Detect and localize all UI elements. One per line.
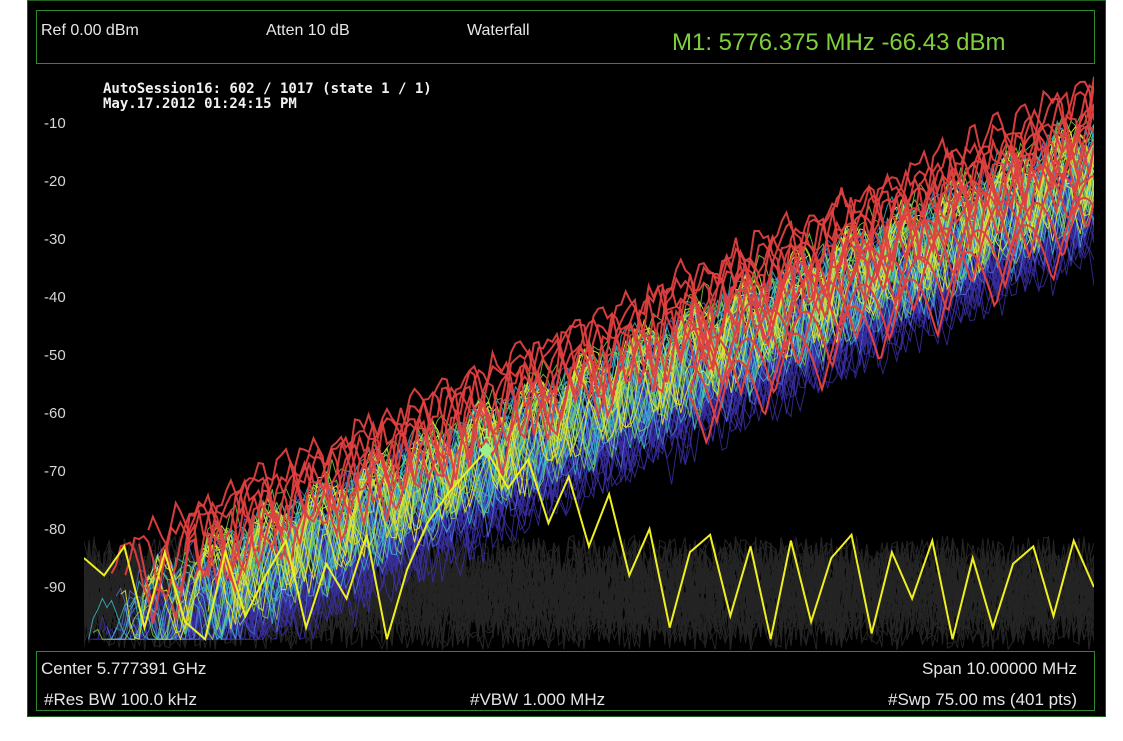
y-tick-label: -50 <box>44 347 66 364</box>
attenuation-label[interactable]: Atten 10 dB <box>266 22 350 39</box>
waterfall-trace <box>170 103 1094 623</box>
res-bw-label[interactable]: #Res BW 100.0 kHz <box>44 690 198 709</box>
waterfall-peak-trace <box>689 141 1094 389</box>
waterfall-trace <box>110 90 1094 624</box>
marker-readout: M1: 5776.375 MHz -66.43 dBm <box>672 29 1006 56</box>
y-tick-label: -70 <box>44 463 66 480</box>
marker-number-label: 1 <box>482 427 490 442</box>
header-bar <box>36 10 1095 64</box>
spectrum-plot[interactable]: 1 <box>84 66 1094 650</box>
mode-label[interactable]: Waterfall <box>467 22 530 39</box>
waterfall-peak-trace <box>689 196 1094 446</box>
y-tick-label: -90 <box>44 579 66 596</box>
waterfall-trace <box>124 83 1094 602</box>
y-tick-label: -10 <box>44 115 66 132</box>
sweep-label[interactable]: #Swp 75.00 ms (401 pts) <box>888 690 1077 709</box>
y-tick-label: -40 <box>44 289 66 306</box>
live-trace <box>84 448 1094 642</box>
y-tick-label: -20 <box>44 173 66 190</box>
session-info: AutoSession16: 602 / 1017 (state 1 / 1) <box>103 81 432 97</box>
waterfall-history <box>88 76 1094 642</box>
marker-m1[interactable]: 1 <box>479 427 494 459</box>
waterfall-trace <box>230 162 1094 627</box>
ref-level-label[interactable]: Ref 0.00 dBm <box>41 22 139 39</box>
waterfall-peak-trace <box>689 125 1094 371</box>
display-frame <box>27 0 1106 717</box>
center-frequency-label[interactable]: Center 5.777391 GHz <box>41 659 207 678</box>
y-tick-label: -60 <box>44 405 66 422</box>
y-tick-label: -30 <box>44 231 66 248</box>
vbw-label[interactable]: #VBW 1.000 MHz <box>470 690 606 709</box>
waterfall-trace <box>147 84 1094 592</box>
marker-diamond-icon[interactable] <box>479 442 494 459</box>
span-label[interactable]: Span 10.00000 MHz <box>922 659 1077 678</box>
waterfall-trace <box>203 121 1094 595</box>
footer-bar <box>36 651 1095 711</box>
waterfall-peak-trace <box>689 173 1094 398</box>
waterfall-peak-trace <box>689 174 1094 426</box>
waterfall-trace <box>184 76 1094 568</box>
session-timestamp: May.17.2012 01:24:15 PM <box>103 96 297 112</box>
y-tick-label: -80 <box>44 521 66 538</box>
